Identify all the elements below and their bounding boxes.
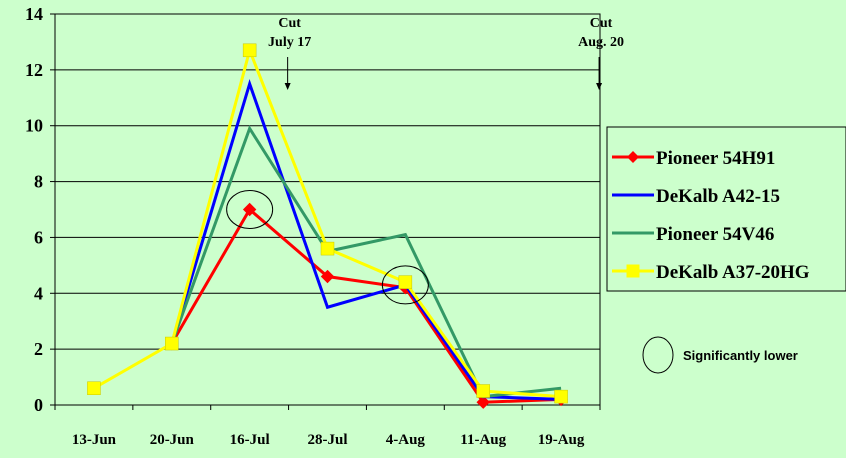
y-tick-label: 4: [34, 283, 43, 303]
data-point: [320, 241, 335, 256]
legend-item: DeKalb A37-20HG: [612, 262, 810, 283]
series-line: [170, 125, 562, 399]
series-2: [170, 78, 562, 401]
legend-label: Pioneer 54V46: [656, 224, 774, 245]
x-tick-label: 11-Aug: [460, 432, 506, 448]
y-tick-label: 10: [25, 116, 43, 136]
annotation-arrowhead: [596, 83, 603, 90]
series-1: [165, 202, 568, 409]
y-tick-label: 6: [34, 227, 43, 247]
x-tick-label: 13-Jun: [72, 432, 117, 448]
legend-marker: [627, 151, 639, 163]
data-point: [320, 269, 335, 284]
data-point: [242, 202, 257, 217]
significance-ellipse: [381, 265, 429, 305]
data-point: [476, 384, 490, 398]
significance-legend-icon: [642, 336, 674, 374]
annotation-text: July 17: [268, 35, 311, 50]
data-point: [554, 389, 568, 404]
data-point: [398, 275, 413, 289]
data-point: [242, 43, 257, 58]
y-tick-label: 14: [25, 4, 43, 24]
legend-label: DeKalb A37-20HG: [656, 262, 810, 283]
x-tick-label: 4-Aug: [386, 432, 426, 448]
data-point: [87, 381, 101, 395]
annotation-text: Aug. 20: [578, 35, 624, 50]
legend-item: DeKalb A42-15: [612, 186, 780, 207]
y-tick-label: 8: [34, 172, 43, 192]
legend-label: Pioneer 54H91: [656, 148, 775, 169]
legend-label: DeKalb A42-15: [656, 186, 780, 207]
series-4: [87, 43, 568, 404]
series-line: [93, 45, 562, 399]
significance-ellipse: [226, 190, 274, 229]
legend-marker: [626, 264, 640, 278]
series-line: [170, 78, 562, 401]
x-tick-label: 16-Jul: [230, 432, 270, 448]
series-3: [170, 125, 562, 399]
significance-legend-label: Significantly lower: [683, 348, 798, 363]
annotation-text: Cut: [278, 16, 301, 31]
legend: [606, 126, 846, 292]
annotation-arrowhead: [284, 83, 291, 90]
plot-area: [54, 13, 601, 406]
y-tick-label: 2: [34, 339, 43, 359]
x-tick-label: 28-Jul: [307, 432, 347, 448]
x-tick-label: 19-Aug: [538, 432, 585, 448]
legend-item: Pioneer 54H91: [612, 148, 775, 169]
y-tick-label: 12: [25, 60, 43, 80]
y-tick-label: 0: [34, 395, 43, 415]
x-tick-label: 20-Jun: [150, 432, 195, 448]
annotation-2: Cut Aug. 20: [578, 16, 624, 90]
data-point: [476, 395, 490, 409]
series-line: [170, 207, 562, 404]
annotation-1: Cut July 17: [268, 16, 311, 90]
legend-item: Pioneer 54V46: [612, 224, 774, 245]
data-point: [165, 336, 179, 351]
annotation-text: Cut: [590, 16, 613, 31]
